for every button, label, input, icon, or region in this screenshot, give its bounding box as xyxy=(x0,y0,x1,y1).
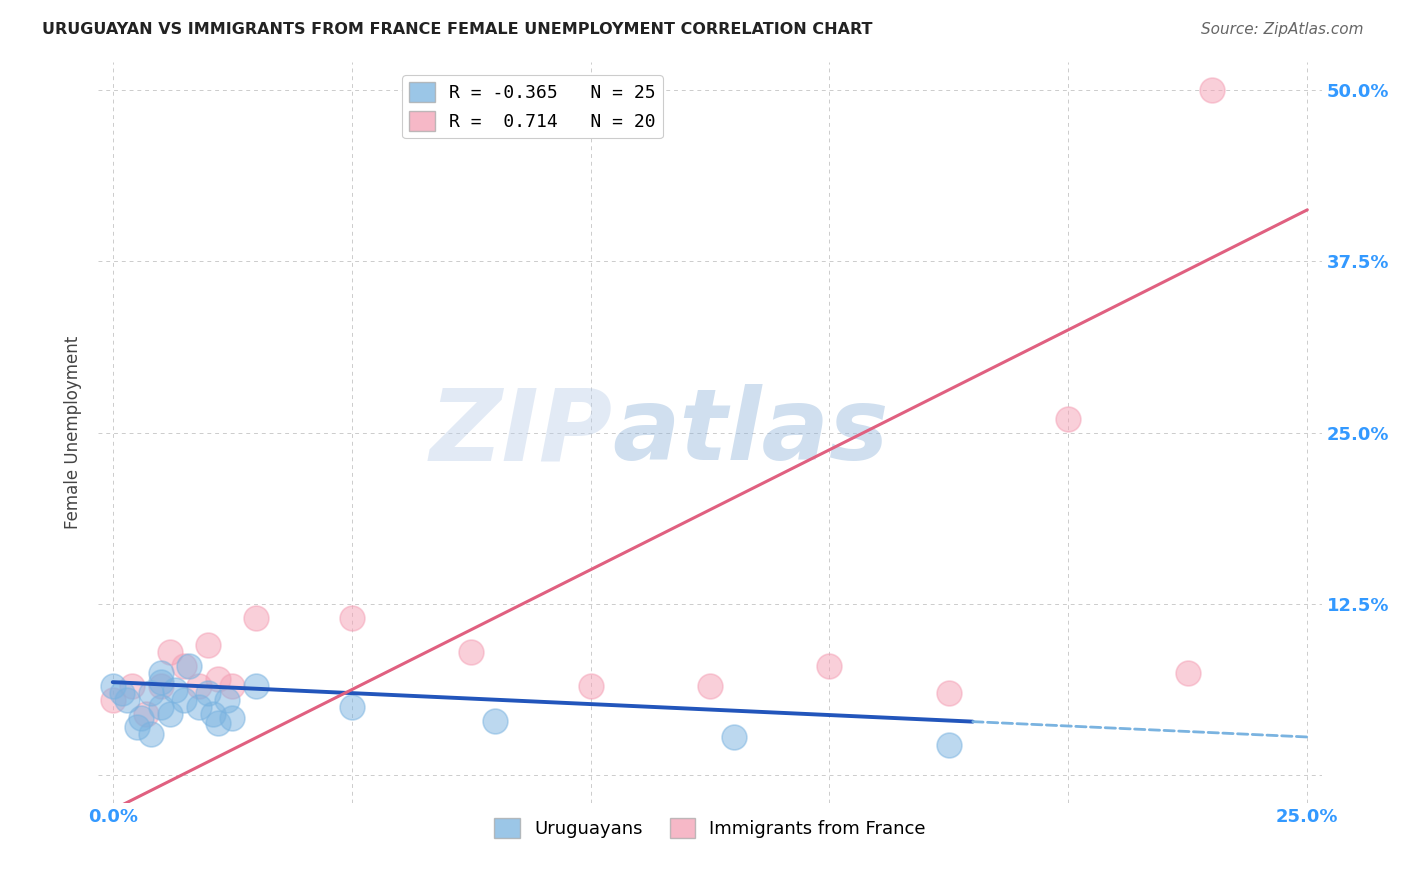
Point xyxy=(207,673,229,687)
Point xyxy=(245,679,267,693)
Point xyxy=(139,686,162,700)
Point xyxy=(179,658,201,673)
Point xyxy=(340,610,363,624)
Point xyxy=(699,679,721,693)
Point xyxy=(159,645,181,659)
Point xyxy=(187,679,209,693)
Text: Source: ZipAtlas.com: Source: ZipAtlas.com xyxy=(1201,22,1364,37)
Text: ZIP: ZIP xyxy=(429,384,612,481)
Text: URUGUAYAN VS IMMIGRANTS FROM FRANCE FEMALE UNEMPLOYMENT CORRELATION CHART: URUGUAYAN VS IMMIGRANTS FROM FRANCE FEMA… xyxy=(42,22,873,37)
Point xyxy=(221,711,243,725)
Point xyxy=(101,693,124,707)
Point xyxy=(125,720,148,734)
Point xyxy=(131,711,153,725)
Point xyxy=(245,610,267,624)
Point xyxy=(149,699,172,714)
Text: atlas: atlas xyxy=(612,384,889,481)
Point xyxy=(149,665,172,680)
Point xyxy=(197,638,219,652)
Point xyxy=(1201,83,1223,97)
Point xyxy=(173,693,195,707)
Point xyxy=(221,679,243,693)
Point xyxy=(579,679,602,693)
Point xyxy=(135,706,157,721)
Point xyxy=(163,683,186,698)
Point xyxy=(207,716,229,731)
Point xyxy=(101,679,124,693)
Y-axis label: Female Unemployment: Female Unemployment xyxy=(65,336,83,529)
Point xyxy=(197,686,219,700)
Point xyxy=(159,706,181,721)
Point xyxy=(115,693,138,707)
Legend: Uruguayans, Immigrants from France: Uruguayans, Immigrants from France xyxy=(486,811,934,846)
Point xyxy=(217,693,239,707)
Point xyxy=(111,686,134,700)
Point xyxy=(484,714,506,728)
Point xyxy=(1057,412,1080,426)
Point xyxy=(938,686,960,700)
Point xyxy=(340,699,363,714)
Point xyxy=(202,706,225,721)
Point xyxy=(121,679,143,693)
Point xyxy=(818,658,841,673)
Point xyxy=(938,738,960,752)
Point xyxy=(149,675,172,690)
Point xyxy=(187,699,209,714)
Point xyxy=(173,658,195,673)
Point xyxy=(460,645,482,659)
Point xyxy=(723,730,745,744)
Point xyxy=(139,727,162,741)
Point xyxy=(149,679,172,693)
Point xyxy=(1177,665,1199,680)
